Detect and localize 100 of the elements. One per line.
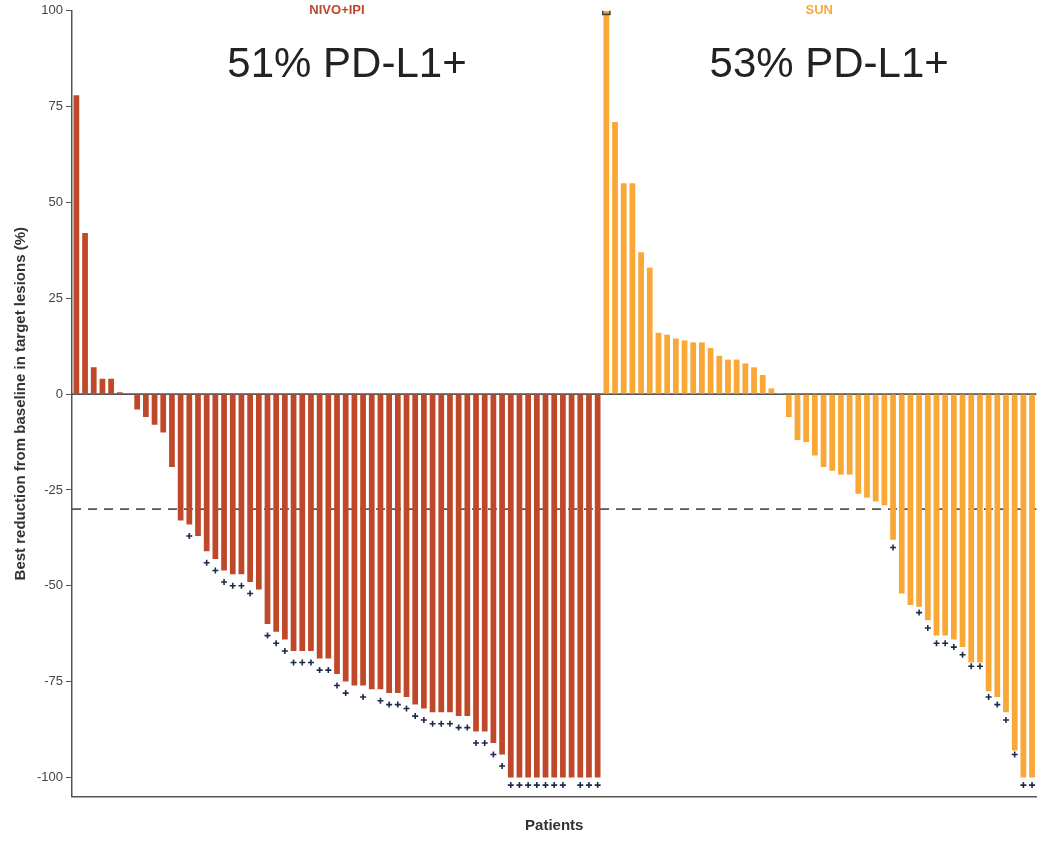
bar [1029, 394, 1035, 778]
bar [368, 394, 375, 690]
bar [699, 342, 705, 394]
bar [229, 394, 236, 575]
point [281, 647, 289, 655]
bar [325, 394, 332, 659]
bar [811, 394, 818, 456]
bar [1003, 394, 1009, 713]
bar [751, 367, 757, 394]
bar [951, 394, 957, 640]
bar [838, 394, 844, 475]
point [480, 739, 489, 747]
bar [273, 394, 280, 632]
bar [768, 388, 775, 394]
bar [473, 394, 479, 732]
point [220, 578, 228, 586]
bar [994, 394, 1001, 697]
bar [73, 95, 80, 394]
y-tick-label: -25 [44, 481, 64, 497]
bar [872, 394, 879, 502]
bar [169, 394, 175, 467]
bar [829, 394, 836, 471]
bar [968, 394, 975, 663]
bar [90, 367, 97, 394]
bar [438, 394, 445, 713]
bar [247, 394, 253, 582]
bar [924, 394, 931, 621]
bar [890, 394, 896, 540]
point [576, 781, 585, 789]
bar [733, 359, 740, 394]
bar [308, 394, 314, 651]
bar [360, 394, 366, 686]
bar [499, 394, 505, 755]
bar [785, 394, 792, 418]
y-tick-label: -50 [44, 577, 64, 593]
bar [690, 342, 697, 394]
annotation: 53% PD-L1+ [709, 39, 949, 87]
bar [386, 394, 392, 694]
point [559, 781, 567, 789]
bar [881, 394, 888, 506]
point [967, 662, 976, 671]
bar [577, 394, 584, 778]
bar [1011, 394, 1018, 751]
bar [203, 394, 210, 552]
y-tick-label: 100 [41, 2, 64, 18]
annotation: 51% PD-L1+ [227, 39, 467, 87]
point [506, 781, 515, 789]
bar [143, 394, 149, 418]
y-tick-label: 25 [48, 289, 64, 305]
point [533, 781, 541, 789]
y-tick-label: 50 [48, 194, 64, 210]
bar [412, 394, 419, 705]
bar [638, 252, 644, 394]
point [585, 781, 593, 789]
point [524, 781, 532, 789]
bar [455, 394, 462, 717]
bar [507, 394, 514, 778]
y-tick-label: -100 [36, 769, 64, 785]
bar [421, 394, 427, 709]
bar [620, 183, 627, 394]
y-tick-label: 75 [48, 98, 64, 114]
point [498, 762, 506, 770]
bar [612, 121, 618, 394]
point [272, 639, 280, 648]
bar [942, 394, 949, 636]
bar [255, 394, 262, 590]
bar [864, 394, 870, 498]
bar [916, 394, 922, 607]
bar [898, 394, 905, 594]
bar [716, 355, 723, 394]
bar [481, 394, 488, 732]
bar [742, 363, 749, 394]
point [976, 662, 984, 671]
point [446, 719, 454, 728]
bar [134, 394, 141, 410]
point [924, 624, 932, 632]
bar [447, 394, 453, 713]
point [359, 693, 367, 701]
bar [108, 378, 114, 394]
bar [533, 394, 540, 778]
bar [282, 394, 288, 640]
bar [586, 394, 592, 778]
point [437, 719, 446, 728]
bar [603, 10, 610, 394]
bar [672, 338, 679, 394]
bar [977, 394, 983, 663]
point [420, 716, 428, 724]
bar [560, 394, 566, 778]
bar [394, 394, 401, 694]
bar [186, 394, 193, 525]
bar [855, 394, 862, 494]
text: NIVO+IPI [309, 2, 365, 18]
bar [299, 394, 306, 651]
bar [759, 374, 766, 394]
bar [525, 394, 532, 778]
point [550, 781, 559, 789]
y-tick-label: 0 [55, 385, 64, 401]
bar [221, 394, 227, 571]
point [950, 643, 958, 651]
point [1028, 781, 1036, 789]
